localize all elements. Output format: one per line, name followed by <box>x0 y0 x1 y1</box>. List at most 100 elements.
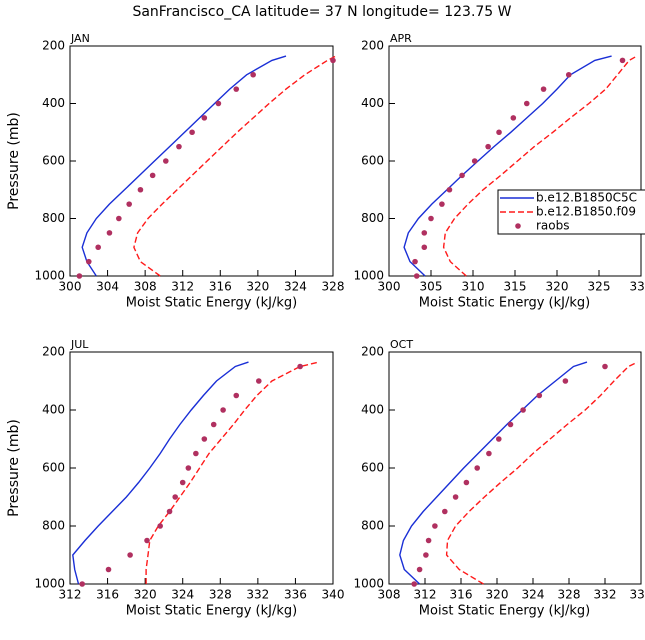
profile-line <box>72 361 249 585</box>
raob-point <box>116 215 122 222</box>
raob-point <box>105 566 112 573</box>
raob-point <box>496 129 502 136</box>
y-tick-label: 800 <box>361 519 384 533</box>
raob-point <box>510 115 517 121</box>
x-tick-label: 340 <box>322 588 345 602</box>
x-tick-label: 324 <box>284 280 307 294</box>
raob-point <box>220 407 226 413</box>
raob-point <box>425 537 432 544</box>
plot-frame <box>388 351 642 585</box>
raob-point <box>76 273 83 279</box>
raob-point <box>523 100 530 107</box>
legend-label: raobs <box>536 219 570 233</box>
y-axis-label: Pressure (mb) <box>6 419 22 517</box>
x-tick-label: 304 <box>96 280 119 294</box>
x-axis-label: Moist Static Energy (kJ/kg) <box>126 604 297 619</box>
raob-point <box>163 158 169 164</box>
raob-point <box>562 378 569 384</box>
figure-title: SanFrancisco_CA latitude= 37 N longitude… <box>132 4 511 20</box>
x-tick-label: 308 <box>134 280 157 294</box>
panel-label: JUL <box>70 338 89 351</box>
y-tick-label: 400 <box>361 403 384 417</box>
plot-frame <box>69 351 334 585</box>
y-tick-label: 400 <box>42 403 65 417</box>
raob-point <box>540 86 547 92</box>
y-tick-label: 800 <box>361 211 384 225</box>
y-tick-label: 400 <box>42 96 65 110</box>
y-tick-label: 200 <box>361 39 384 53</box>
raob-point <box>172 494 178 500</box>
raob-point <box>193 450 199 457</box>
raob-point <box>233 392 240 399</box>
x-tick-label: 316 <box>96 588 119 602</box>
y-tick-label: 800 <box>42 211 65 225</box>
x-tick-label: 320 <box>246 280 269 294</box>
raob-point <box>297 363 303 370</box>
y-tick-label: 1000 <box>353 577 384 591</box>
raob-point <box>166 508 173 515</box>
raob-point <box>210 421 217 428</box>
profile-line <box>445 361 638 585</box>
x-tick-label: 316 <box>209 280 232 294</box>
raob-point <box>201 436 208 442</box>
profile-line <box>403 55 612 277</box>
profile-line <box>81 55 287 277</box>
x-tick-label: 328 <box>558 588 581 602</box>
raob-point <box>149 172 156 179</box>
raob-point <box>421 244 428 251</box>
raob-point <box>215 100 222 107</box>
raob-point <box>416 566 423 573</box>
y-tick-label: 200 <box>42 39 65 53</box>
raob-point <box>520 407 526 413</box>
x-tick-label: 332 <box>594 588 617 602</box>
raob-point <box>255 378 262 384</box>
raob-point <box>442 508 448 515</box>
raob-point <box>201 115 208 121</box>
x-tick-label: 336 <box>284 588 307 602</box>
raob-point <box>127 552 133 558</box>
raob-point <box>233 86 240 92</box>
profile-line <box>442 55 638 277</box>
raob-point <box>439 201 445 207</box>
raob-point <box>95 244 101 251</box>
raob-point <box>486 450 492 457</box>
raob-point <box>157 523 163 529</box>
panel-label: JAN <box>70 32 90 45</box>
raob-point <box>507 421 514 428</box>
x-tick-label: 308 <box>378 588 401 602</box>
legend-label: b.e12.B1850.f09 <box>536 205 636 219</box>
y-tick-label: 200 <box>42 345 65 359</box>
raob-point <box>411 581 418 587</box>
raob-point <box>126 201 132 207</box>
y-tick-label: 400 <box>361 96 384 110</box>
raob-point <box>446 186 453 193</box>
y-tick-label: 800 <box>42 519 65 533</box>
raob-point <box>106 230 113 236</box>
raob-point <box>412 258 418 265</box>
panel-label: APR <box>390 32 412 45</box>
raob-point <box>459 172 465 179</box>
y-tick-label: 600 <box>361 154 384 168</box>
panel-label: OCT <box>390 338 413 351</box>
raob-point <box>602 363 608 370</box>
plot-frame <box>388 45 642 277</box>
legend-label: b.e12.B1850C5C <box>536 191 637 205</box>
raob-point <box>85 258 92 265</box>
y-tick-label: 600 <box>42 154 65 168</box>
x-axis-label: Moist Static Energy (kJ/kg) <box>126 296 297 311</box>
x-tick-label: 320 <box>546 280 569 294</box>
x-tick-label: 328 <box>322 280 345 294</box>
x-tick-label: 300 <box>59 280 82 294</box>
x-tick-label: 300 <box>378 280 401 294</box>
raob-point <box>619 57 626 64</box>
raob-point <box>428 215 434 222</box>
raob-point <box>463 479 470 486</box>
x-tick-label: 320 <box>486 588 509 602</box>
raob-point <box>176 143 182 150</box>
raob-point <box>485 143 491 150</box>
raob-point <box>432 523 438 529</box>
x-tick-label: 312 <box>59 588 82 602</box>
plot-frame <box>69 45 334 277</box>
raob-point <box>421 230 428 236</box>
